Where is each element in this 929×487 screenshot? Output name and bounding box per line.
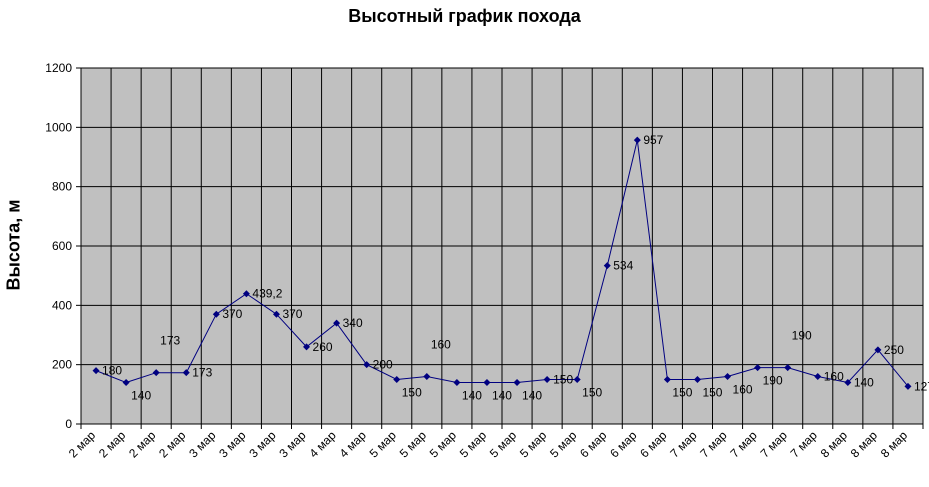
data-label: 160 <box>431 338 451 352</box>
data-point <box>874 346 882 354</box>
data-label: 140 <box>462 388 482 402</box>
y-tick-label: 800 <box>52 180 72 194</box>
series-line <box>95 139 909 387</box>
y-tick-label: 200 <box>52 358 72 372</box>
y-tick-label: 0 <box>65 417 72 431</box>
data-label: 160 <box>733 383 753 397</box>
data-label: 439,2 <box>252 287 282 301</box>
data-label: 260 <box>313 340 333 354</box>
x-tick-label: 2 мар <box>126 428 158 460</box>
data-label: 127 <box>914 379 929 393</box>
x-tick-label: 3 мар <box>216 428 248 460</box>
data-label: 370 <box>222 307 242 321</box>
data-point <box>904 382 912 390</box>
series-layer: 180140173173370439,237026034020015016014… <box>92 133 929 402</box>
x-tick-label: 6 мар <box>577 428 609 460</box>
data-point <box>272 310 280 318</box>
data-point <box>693 376 701 383</box>
data-label: 140 <box>131 388 151 402</box>
data-label: 140 <box>492 388 512 402</box>
data-label: 150 <box>402 386 422 400</box>
data-label: 173 <box>192 366 212 380</box>
grid-lines <box>81 68 923 424</box>
data-label: 340 <box>343 316 363 330</box>
x-tick-label: 8 мар <box>848 428 880 460</box>
data-label: 150 <box>553 373 573 387</box>
data-point <box>754 364 762 372</box>
data-point <box>784 364 792 372</box>
y-axis-ticks: 0 200 400 600 800 1000 1200 <box>45 61 81 431</box>
data-label: 200 <box>373 358 393 372</box>
data-label: 534 <box>613 259 633 273</box>
data-point <box>212 310 220 318</box>
x-tick-label: 7 мар <box>727 428 759 460</box>
x-tick-label: 4 мар <box>306 428 338 460</box>
data-point <box>152 369 160 377</box>
data-label: 160 <box>824 370 844 384</box>
x-tick-label: 5 мар <box>547 428 579 460</box>
x-tick-label: 5 мар <box>457 428 489 460</box>
x-tick-label: 5 мар <box>427 428 459 460</box>
data-label: 250 <box>884 343 904 357</box>
x-tick-label: 7 мар <box>788 428 820 460</box>
data-label: 173 <box>160 334 180 348</box>
data-label: 370 <box>282 307 302 321</box>
x-tick-label: 7 мар <box>667 428 699 460</box>
x-tick-label: 6 мар <box>607 428 639 460</box>
data-point <box>363 361 371 369</box>
x-tick-label: 8 мар <box>878 428 910 460</box>
data-label: 150 <box>672 386 692 400</box>
data-point <box>814 373 822 381</box>
data-label: 180 <box>102 364 122 378</box>
data-label: 190 <box>763 374 783 388</box>
x-tick-label: 7 мар <box>758 428 790 460</box>
y-tick-label: 600 <box>52 239 72 253</box>
x-tick-label: 6 мар <box>637 428 669 460</box>
data-label: 957 <box>643 133 663 147</box>
data-point <box>303 343 311 351</box>
x-tick-label: 8 мар <box>818 428 850 460</box>
x-tick-label: 3 мар <box>186 428 218 460</box>
data-point <box>633 136 641 144</box>
data-point <box>573 376 581 383</box>
data-point <box>603 262 611 270</box>
data-label: 150 <box>582 386 602 400</box>
data-point <box>393 376 401 383</box>
data-point <box>423 373 431 381</box>
data-label: 140 <box>854 375 874 389</box>
y-tick-label: 400 <box>52 298 72 312</box>
x-tick-label: 5 мар <box>397 428 429 460</box>
x-tick-label: 2 мар <box>66 428 98 460</box>
x-tick-label: 2 мар <box>156 428 188 460</box>
x-tick-label: 2 мар <box>96 428 128 460</box>
x-tick-label: 7 мар <box>697 428 729 460</box>
x-tick-label: 3 мар <box>276 428 308 460</box>
data-point <box>543 376 551 383</box>
x-tick-label: 5 мар <box>517 428 549 460</box>
data-label: 150 <box>702 386 722 400</box>
data-point <box>122 378 130 386</box>
data-point <box>333 319 341 327</box>
x-tick-label: 4 мар <box>337 428 369 460</box>
x-tick-label: 3 мар <box>246 428 278 460</box>
data-point <box>663 376 671 383</box>
data-point <box>453 378 461 386</box>
data-point <box>513 378 521 386</box>
data-point <box>844 378 852 386</box>
y-tick-label: 1200 <box>45 61 72 75</box>
data-point <box>242 290 250 298</box>
data-point <box>724 373 732 381</box>
x-tick-label: 5 мар <box>487 428 519 460</box>
data-point <box>483 378 491 386</box>
y-tick-label: 1000 <box>45 120 72 134</box>
data-point <box>182 369 190 377</box>
x-tick-label: 5 мар <box>367 428 399 460</box>
data-label: 140 <box>522 388 542 402</box>
chart-title: Высотный график похода <box>348 6 581 26</box>
data-point <box>92 367 100 375</box>
data-label: 190 <box>792 329 812 343</box>
